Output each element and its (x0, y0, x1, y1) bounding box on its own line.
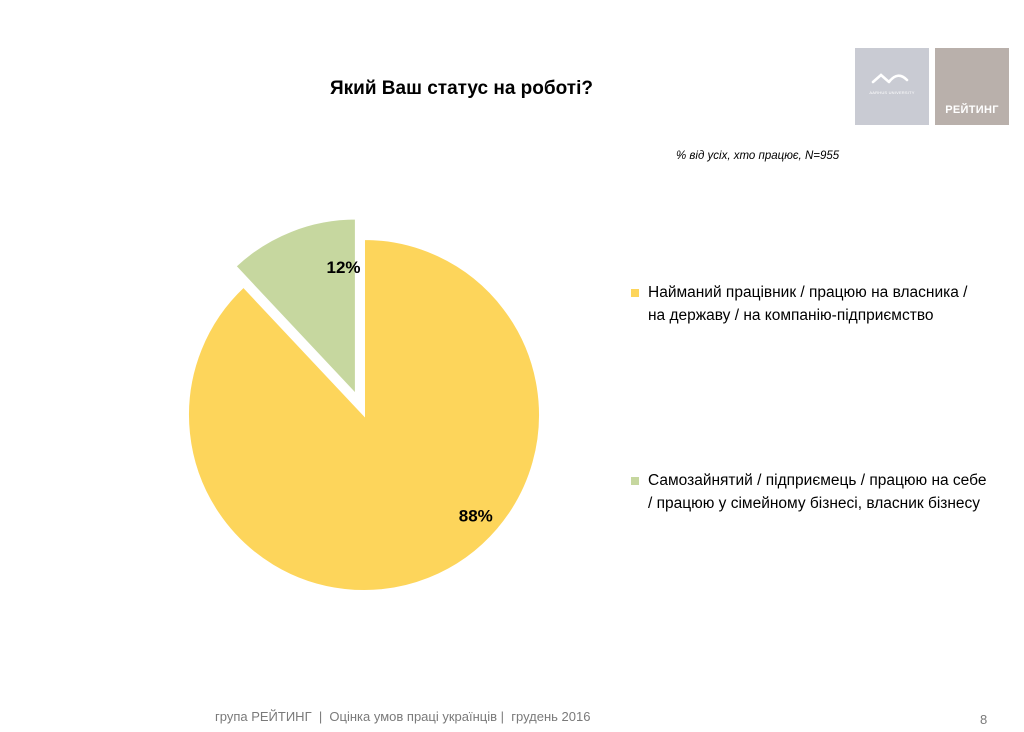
footer-text: група РЕЙТИНГ | Оцінка умов праці україн… (215, 709, 591, 724)
chart-subtitle: % від усіх, хто працює, N=955 (676, 150, 840, 162)
pie-label-employed: 88% (459, 507, 493, 526)
legend-swatch-self-employed (631, 477, 639, 485)
pie-slice-employed (187, 237, 541, 592)
wave-icon (871, 73, 909, 84)
chart-title: Який Ваш статус на роботі? (330, 78, 593, 99)
legend-label-self-employed: Самозайнятий / підприємець / працюю на с… (648, 472, 987, 512)
page-number: 8 (980, 712, 988, 727)
pie-slice-self-employed (234, 217, 357, 398)
pie-label-self-employed: 12% (327, 258, 361, 277)
rating-logo-text: РЕЙТИНГ (945, 104, 999, 116)
legend-swatch-employed (631, 289, 639, 297)
aarhus-university-text: AARHUS UNIVERSITY (869, 90, 915, 95)
legend-label-employed: Найманий працівник / працюю на власника … (648, 284, 968, 324)
aarhus-university-logo: AARHUS UNIVERSITY (855, 48, 929, 125)
rating-logo: РЕЙТИНГ (935, 48, 1009, 125)
